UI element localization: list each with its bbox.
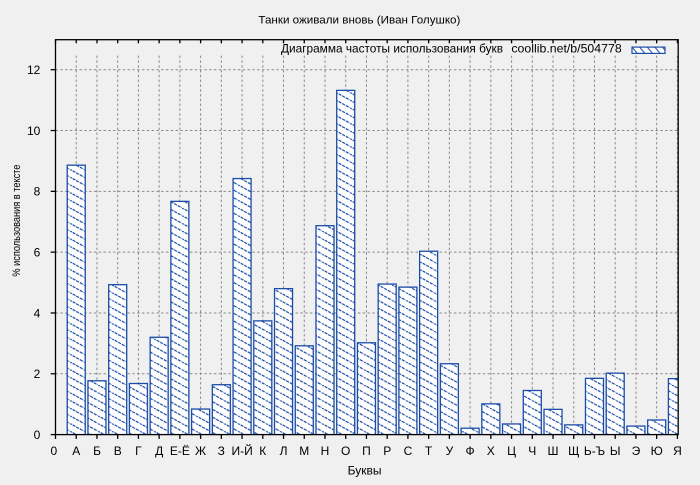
svg-text:Ж: Ж	[195, 444, 206, 458]
svg-text:Ч: Ч	[528, 444, 536, 458]
svg-text:Ш: Ш	[548, 444, 559, 458]
svg-text:О: О	[341, 444, 350, 458]
svg-text:П: П	[362, 444, 371, 458]
svg-text:Танки оживали вновь (Иван Голу: Танки оживали вновь (Иван Голушко)	[258, 14, 460, 26]
svg-text:% использования в тексте: % использования в тексте	[11, 165, 23, 277]
svg-text:Буквы: Буквы	[348, 464, 382, 478]
svg-text:Р: Р	[383, 444, 391, 458]
svg-text:0: 0	[34, 428, 41, 442]
svg-text:К: К	[259, 444, 266, 458]
svg-text:Ф: Ф	[466, 444, 475, 458]
svg-text:Н: Н	[321, 444, 330, 458]
svg-text:6: 6	[34, 246, 41, 260]
svg-text:Д: Д	[155, 444, 163, 458]
svg-text:Э: Э	[632, 444, 641, 458]
svg-text:Ю: Ю	[651, 444, 663, 458]
svg-text:Диаграмма частоты использовани: Диаграмма частоты использования букв	[281, 41, 503, 55]
svg-text:Ц: Ц	[507, 444, 516, 458]
svg-text:10: 10	[27, 124, 41, 138]
svg-text:Щ: Щ	[568, 444, 579, 458]
svg-text:С: С	[404, 444, 413, 458]
svg-text:Ы: Ы	[610, 444, 621, 458]
svg-text:Т: Т	[425, 444, 433, 458]
svg-text:Я: Я	[673, 444, 682, 458]
svg-text:Х: Х	[487, 444, 495, 458]
svg-text:2: 2	[34, 367, 41, 381]
svg-text:4: 4	[34, 306, 41, 320]
svg-text:М: М	[299, 444, 309, 458]
svg-text:А: А	[72, 444, 80, 458]
svg-text:З: З	[218, 444, 225, 458]
svg-text:И-Й: И-Й	[231, 443, 252, 458]
svg-text:12: 12	[27, 63, 41, 77]
svg-text:0: 0	[50, 444, 57, 458]
svg-text:Е-Ё: Е-Ё	[170, 444, 190, 458]
svg-text:Б: Б	[93, 444, 101, 458]
svg-text:Ь-Ъ: Ь-Ъ	[584, 444, 605, 458]
svg-text:Л: Л	[280, 444, 288, 458]
svg-text:Г: Г	[135, 444, 142, 458]
svg-text:coollib.net/b/504778: coollib.net/b/504778	[511, 41, 622, 55]
svg-text:8: 8	[34, 185, 41, 199]
svg-text:В: В	[114, 444, 122, 458]
svg-text:У: У	[446, 444, 454, 458]
